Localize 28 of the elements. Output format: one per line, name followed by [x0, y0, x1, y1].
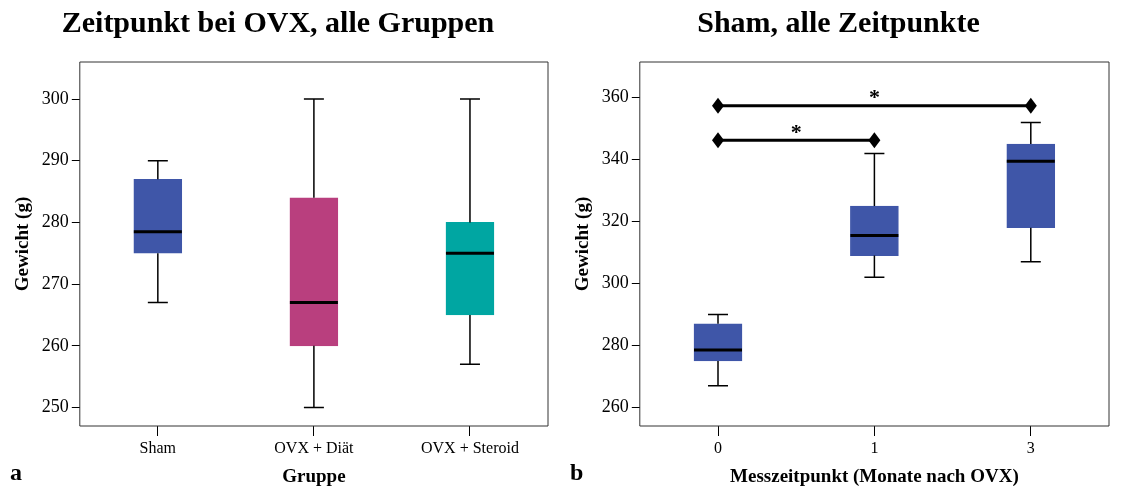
annotation: *	[868, 84, 880, 110]
x-tick-label: OVX + Steroid	[421, 438, 519, 456]
x-axis-title: Messzeitpunkt (Monate nach OVX)	[730, 464, 1019, 487]
chart-title: Zeitpunkt bei OVX, alle Gruppen	[61, 4, 495, 38]
y-tick-label: 280	[41, 211, 69, 232]
y-tick-label: 340	[601, 148, 629, 169]
annotation: *	[790, 118, 802, 144]
y-axis-title: Gewicht (g)	[11, 196, 34, 292]
x-tick-label: 3	[1026, 438, 1035, 456]
y-tick-label: 260	[41, 334, 69, 355]
y-tick-label: 320	[601, 210, 629, 231]
y-tick-label: 270	[41, 272, 69, 293]
text: b	[570, 459, 584, 485]
chart-title: Sham, alle Zeitpunkte	[697, 4, 980, 38]
x-tick-label: 0	[714, 438, 722, 456]
y-tick-label: 360	[601, 86, 629, 107]
y-tick-label: 280	[601, 334, 629, 355]
y-tick-label: 300	[41, 87, 69, 108]
x-axis-title: Gruppe	[282, 464, 346, 486]
x-tick-label: Sham	[139, 438, 177, 456]
x-tick-label: 1	[870, 438, 879, 456]
y-tick-label: 290	[41, 149, 69, 170]
y-tick-label: 260	[601, 396, 629, 417]
y-axis-title: Gewicht (g)	[571, 196, 594, 292]
y-tick-label: 250	[41, 396, 69, 417]
x-tick-label: OVX + Diät	[274, 438, 355, 456]
y-tick-label: 300	[601, 272, 629, 293]
text: a	[10, 459, 22, 485]
